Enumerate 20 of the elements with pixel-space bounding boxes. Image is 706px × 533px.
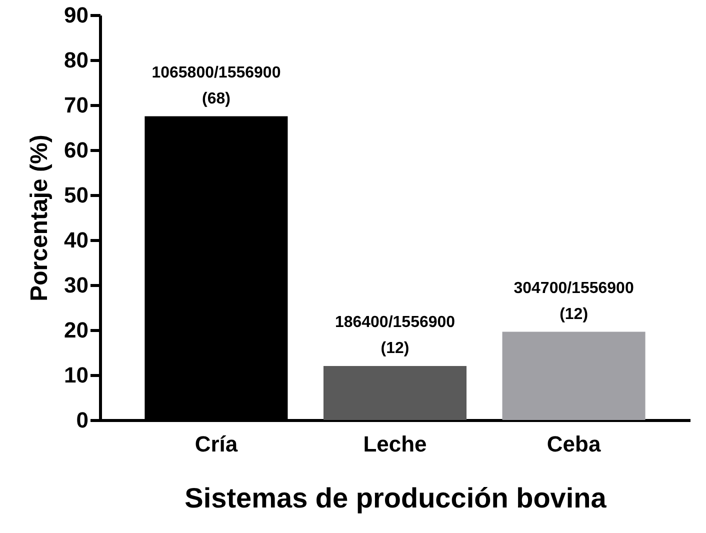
y-tick-label: 10 xyxy=(64,362,88,388)
bar xyxy=(502,332,646,420)
y-tick-label: 50 xyxy=(64,182,88,208)
y-tick-label: 20 xyxy=(64,318,88,342)
x-tick-label: Ceba xyxy=(546,432,602,456)
y-tick-label: 30 xyxy=(64,272,88,298)
y-tick-label: 60 xyxy=(64,138,88,162)
y-tick-label: 40 xyxy=(64,228,88,252)
bar xyxy=(323,366,467,420)
y-tick-label: 0 xyxy=(76,408,88,432)
y-tick-label: 80 xyxy=(64,48,88,72)
data-label: 186400/1556900 (12) xyxy=(334,314,456,357)
y-tick-label: 70 xyxy=(64,92,88,118)
x-axis-title: Sistemas de producción bovina xyxy=(184,482,607,514)
data-label: 304700/1556900 (12) xyxy=(514,280,634,323)
x-tick-label: Cría xyxy=(194,432,238,456)
y-tick-label: 90 xyxy=(64,2,88,28)
data-label: 1065800/1556900 (68) xyxy=(152,64,281,108)
x-tick-label: Leche xyxy=(363,432,427,456)
y-axis-title: Porcentaje (%) xyxy=(26,134,54,302)
